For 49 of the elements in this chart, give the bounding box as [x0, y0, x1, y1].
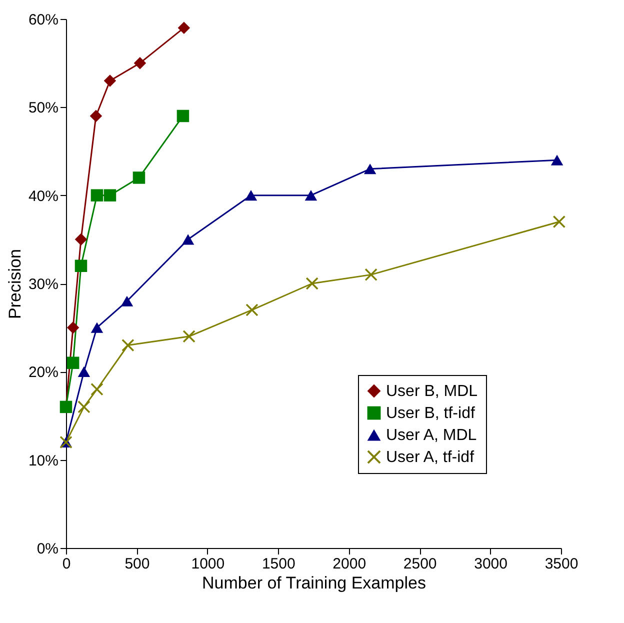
point — [104, 189, 116, 202]
point — [176, 110, 190, 122]
x-tick-label: 3000 — [474, 556, 508, 572]
x-tick-label: 2000 — [332, 556, 366, 572]
point — [244, 190, 258, 201]
point — [364, 164, 376, 174]
point — [304, 190, 318, 201]
y-axis-title: Precision — [5, 249, 24, 319]
x-tick-label: 2500 — [403, 556, 437, 572]
point — [306, 277, 318, 290]
y-tick-label: 30% — [28, 276, 58, 293]
x-axis-title: Number of Training Examples — [202, 574, 426, 592]
point — [74, 260, 88, 272]
point — [246, 304, 258, 316]
legend-label: User A, tf-idf — [386, 449, 475, 466]
y-tick-label: 40% — [28, 188, 58, 205]
x-tick-label: 0 — [62, 556, 71, 572]
point — [120, 296, 134, 306]
y-tick-label: 20% — [28, 364, 58, 382]
point — [182, 330, 196, 343]
point — [66, 356, 80, 369]
point — [178, 22, 190, 34]
point — [553, 216, 566, 228]
point — [90, 189, 104, 202]
y-tick-label: 50% — [28, 100, 58, 117]
point — [364, 268, 378, 281]
legend-label: User B, MDL — [386, 383, 478, 400]
point — [134, 56, 146, 70]
point — [104, 74, 116, 87]
point — [122, 339, 134, 352]
legend-label: User A, MDL — [386, 427, 477, 444]
point — [550, 154, 564, 166]
x-tick-label: 1500 — [262, 556, 296, 572]
x-tick-label: 3500 — [544, 556, 578, 572]
y-tick-label: 0% — [36, 540, 58, 558]
point — [74, 233, 88, 246]
y-tick-label: 10% — [28, 452, 58, 470]
point — [78, 400, 90, 414]
point — [132, 172, 146, 184]
point — [78, 366, 90, 377]
legend-label: User B, tf-idf — [386, 405, 476, 422]
y-tick-label: 60% — [28, 12, 58, 28]
point — [90, 383, 104, 396]
point — [90, 110, 102, 122]
point — [66, 321, 80, 334]
x-tick-label: 1000 — [191, 556, 225, 572]
x-tick-label: 500 — [124, 556, 150, 572]
point — [182, 234, 194, 245]
point — [90, 322, 104, 333]
